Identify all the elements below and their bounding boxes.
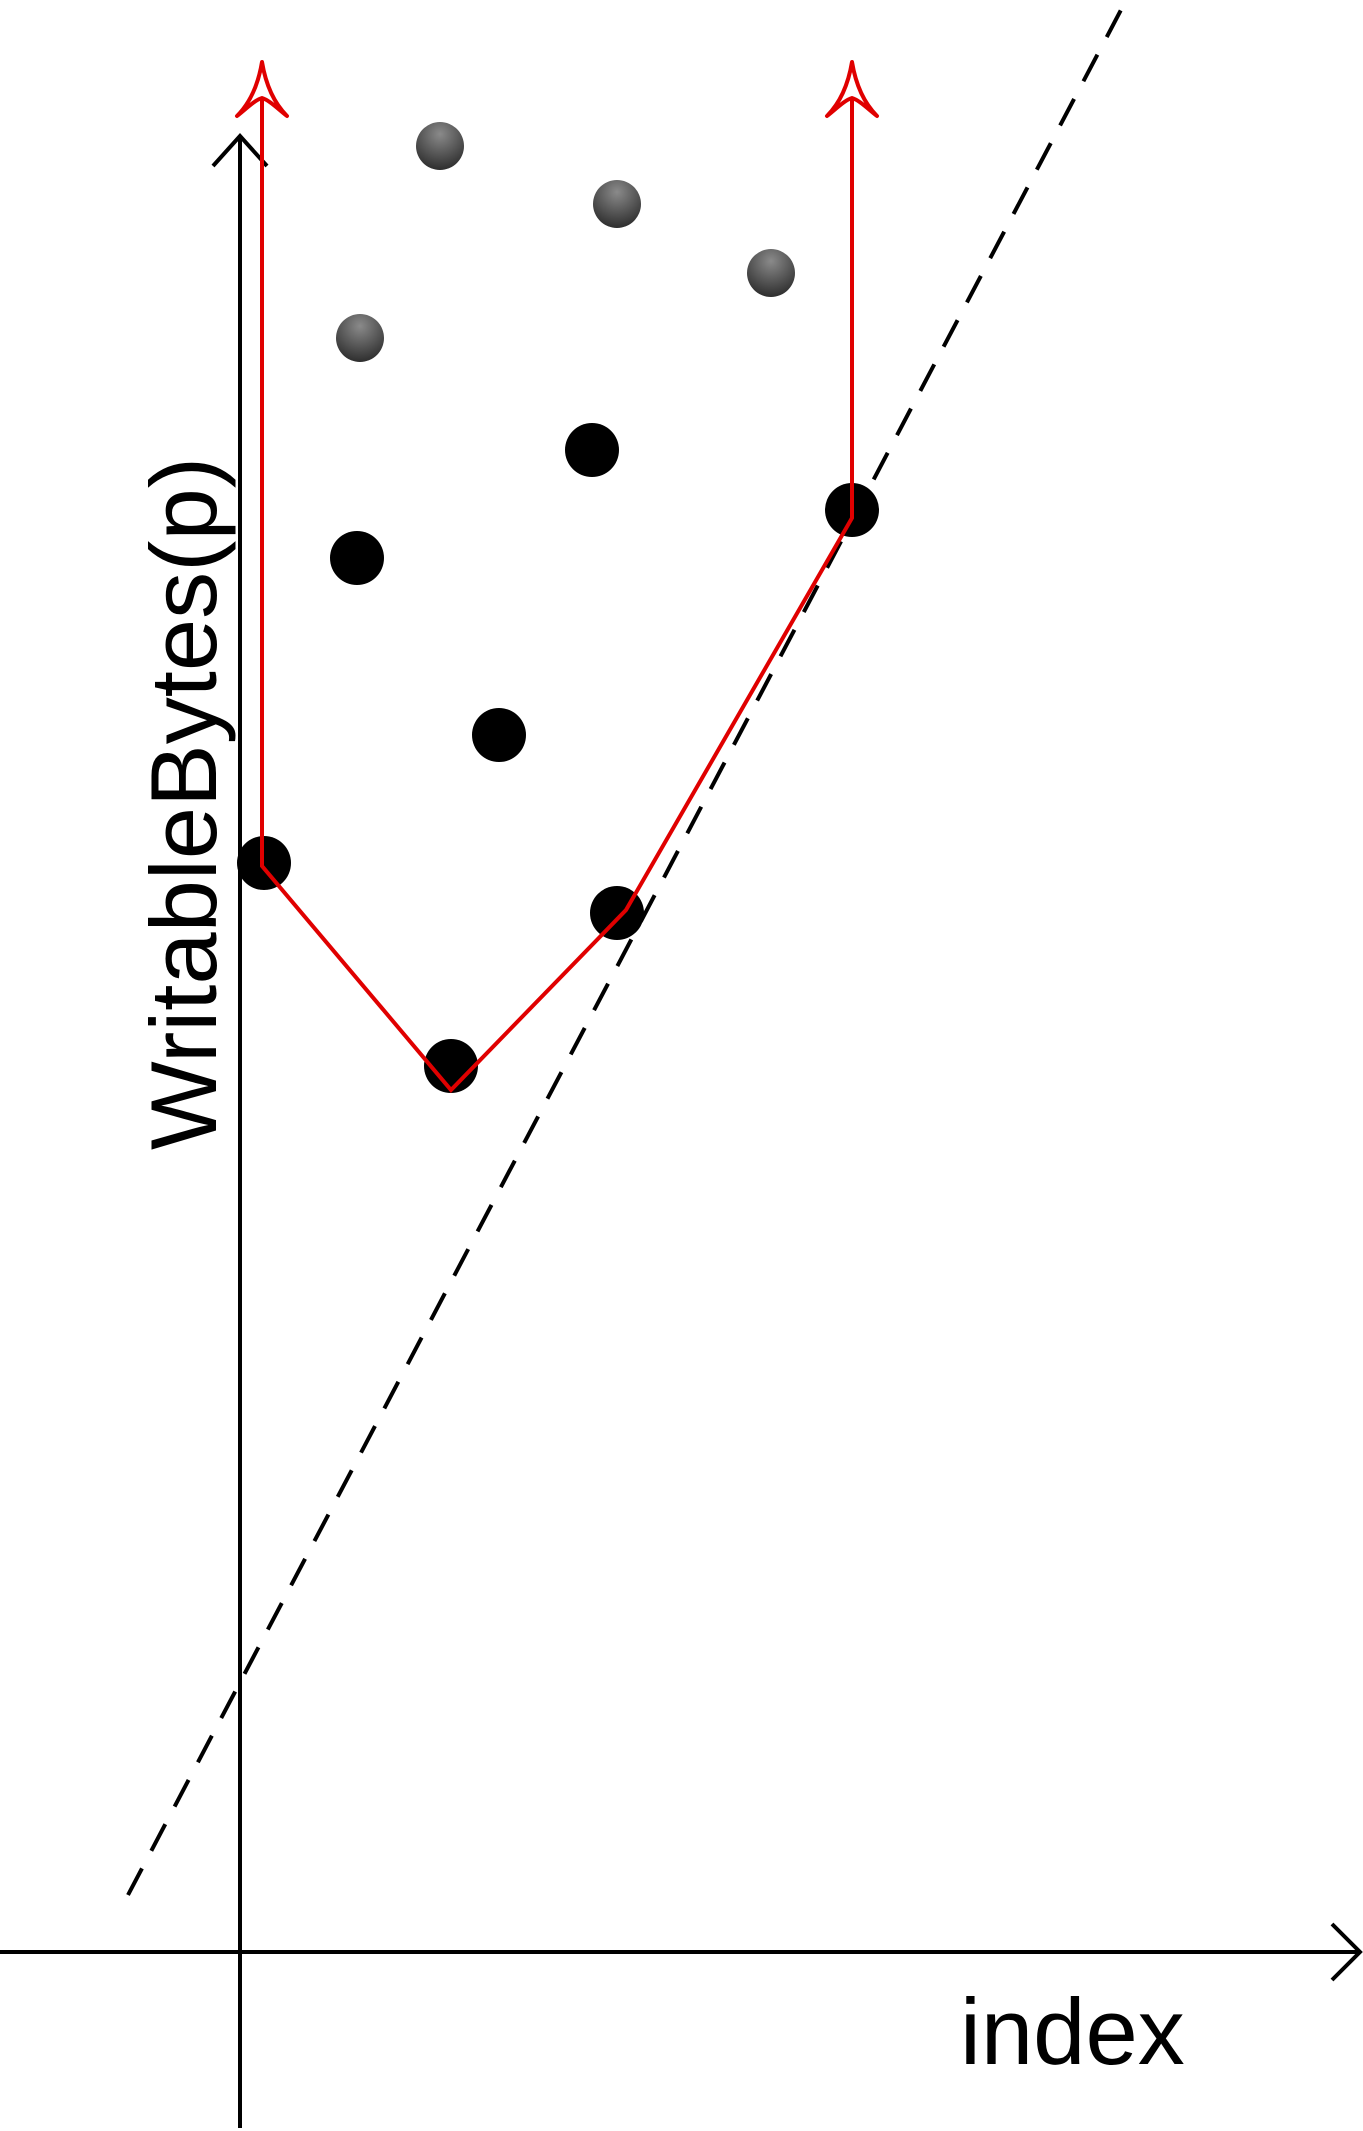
- dashed-support-line: [126, 7, 1124, 1896]
- hull-vertex-points: [237, 483, 879, 1093]
- grey-points: [336, 122, 795, 362]
- grey-point: [336, 314, 384, 362]
- hull-arrowhead-left: [235, 60, 289, 118]
- hull-arrowhead-right: [825, 60, 879, 118]
- x-axis: [0, 1922, 1363, 1982]
- grey-point: [416, 122, 464, 170]
- black-point: [565, 423, 619, 477]
- black-point: [472, 708, 526, 762]
- black-points: [330, 423, 619, 762]
- x-axis-arrowhead: [1330, 1922, 1363, 1982]
- hull-vertex-point: [424, 1039, 478, 1093]
- grey-point: [747, 249, 795, 297]
- y-axis-arrowhead: [211, 133, 269, 168]
- hull-boundary: [235, 60, 879, 1093]
- y-axis-label: WritableBytes(p): [131, 457, 236, 1150]
- black-point: [330, 531, 384, 585]
- y-axis: [211, 133, 269, 2128]
- x-axis-label: index: [960, 1979, 1185, 2084]
- grey-point: [593, 180, 641, 228]
- hull-polyline: [260, 100, 854, 1093]
